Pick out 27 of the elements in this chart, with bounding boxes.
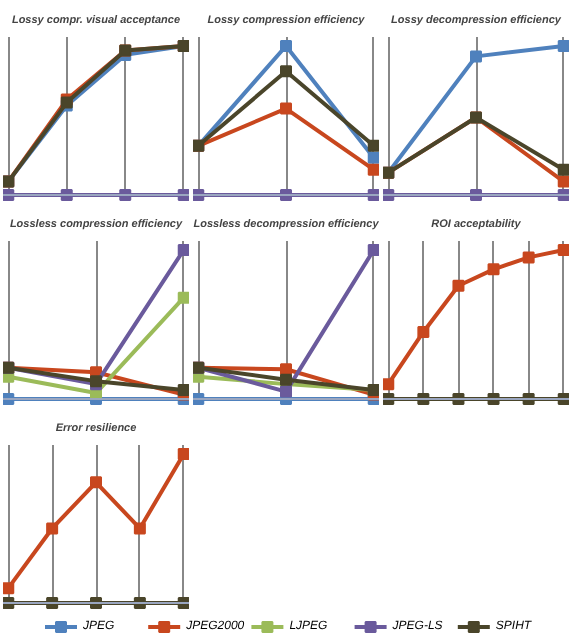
point bbox=[557, 163, 569, 176]
point bbox=[280, 363, 292, 376]
point bbox=[417, 325, 430, 338]
point bbox=[280, 102, 292, 115]
point bbox=[280, 39, 292, 52]
point bbox=[367, 151, 379, 164]
point bbox=[367, 243, 379, 256]
point bbox=[280, 385, 292, 398]
point bbox=[133, 522, 146, 535]
point bbox=[383, 378, 395, 391]
point bbox=[557, 243, 569, 256]
point bbox=[90, 476, 102, 489]
point bbox=[46, 522, 59, 535]
point bbox=[177, 291, 189, 304]
point bbox=[280, 65, 292, 78]
point bbox=[177, 243, 189, 256]
point bbox=[3, 582, 15, 595]
point bbox=[177, 447, 189, 460]
point bbox=[557, 39, 569, 52]
point bbox=[280, 373, 292, 386]
point bbox=[487, 263, 500, 276]
point bbox=[522, 251, 535, 264]
point bbox=[367, 163, 379, 176]
point bbox=[470, 50, 482, 63]
point bbox=[557, 175, 569, 188]
point bbox=[367, 139, 379, 152]
point bbox=[452, 279, 465, 292]
